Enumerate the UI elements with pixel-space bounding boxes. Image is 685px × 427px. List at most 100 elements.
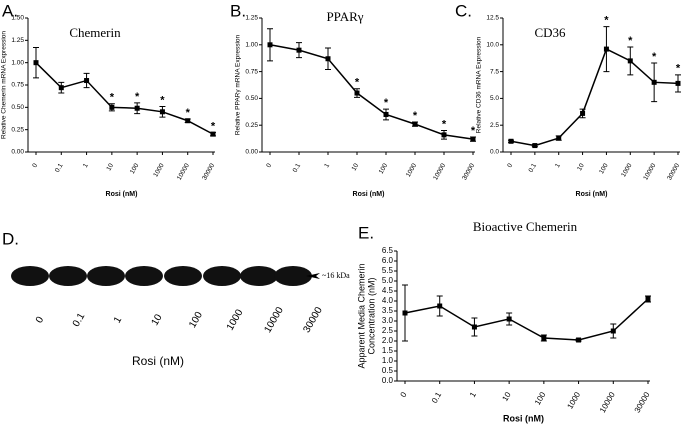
y-tick-label: 3.5	[382, 306, 394, 315]
y-tick-label: 0.50	[245, 95, 258, 102]
point	[470, 136, 476, 142]
significance: *	[186, 107, 191, 119]
point	[576, 337, 582, 343]
x-tick-label: 30000	[633, 390, 652, 414]
x-tick-label: 30000	[666, 162, 681, 181]
x-axis-label: Rosi (nM)	[576, 191, 608, 198]
y-tick-label: 6.0	[382, 256, 394, 265]
blot-band	[11, 266, 49, 286]
lane-label: 1000	[225, 307, 246, 332]
point	[508, 138, 514, 144]
series-line	[35, 62, 214, 135]
x-axis-label: Rosi (nM)	[503, 413, 544, 423]
y-tick-label: 0.75	[11, 82, 24, 89]
lane-label: 1	[112, 315, 125, 326]
series-line	[510, 48, 679, 147]
y-tick-label: 0.25	[245, 122, 258, 129]
x-tick-label: 1000	[565, 390, 582, 410]
significance: *	[676, 63, 681, 75]
y-tick-label: 0.0	[490, 149, 499, 156]
point	[33, 60, 39, 66]
point	[134, 105, 140, 111]
y-tick-label: 0.5	[382, 366, 394, 375]
panel-label: E.	[358, 223, 374, 242]
x-tick-label: 10	[351, 162, 361, 172]
point	[354, 90, 360, 96]
point	[471, 324, 477, 330]
chart-title: Bioactive Chemerin	[473, 219, 578, 234]
x-tick-label: 10000	[176, 162, 191, 181]
x-tick-label: 100	[378, 162, 390, 175]
y-tick-label: 1.5	[382, 346, 394, 355]
x-tick-label: 100	[598, 162, 610, 175]
point	[383, 111, 389, 117]
y-axis-label: Relative PPARγ mRNA Expression	[235, 34, 242, 135]
x-tick-label: 0	[265, 162, 273, 169]
point	[159, 109, 165, 115]
x-tick-label: 0.1	[430, 390, 444, 405]
x-tick-label: 1	[468, 390, 478, 399]
x-tick-label: 100	[533, 390, 548, 407]
x-axis-label: Rosi (nM)	[106, 191, 138, 198]
point	[580, 110, 586, 116]
y-tick-label: 4.5	[382, 286, 394, 295]
lane-label: 10000	[262, 305, 286, 335]
x-tick-label: 0	[399, 390, 409, 399]
point	[296, 47, 302, 53]
significance: *	[110, 92, 115, 104]
x-tick-label: 10000	[642, 162, 657, 181]
y-tick-label: 3.0	[382, 316, 394, 325]
significance: *	[135, 91, 140, 103]
significance: *	[628, 35, 633, 47]
arrow	[306, 273, 320, 279]
point	[441, 132, 447, 138]
y-tick-label: 1.00	[245, 42, 258, 49]
point	[325, 56, 331, 62]
x-tick-label: 1000	[152, 162, 165, 178]
point	[603, 46, 609, 52]
x-tick-label: 1	[323, 162, 331, 169]
x-tick-label: 10	[576, 162, 586, 172]
significance: *	[160, 94, 165, 106]
point	[506, 316, 512, 322]
blot-band	[164, 266, 202, 286]
significance: *	[604, 14, 609, 26]
y-axis-label: Relative Chemerin mRNA Expression	[1, 31, 8, 139]
panel-label: D.	[2, 229, 19, 248]
chart-title: CD36	[534, 25, 566, 40]
y-tick-label: 2.0	[382, 336, 394, 345]
point	[412, 121, 418, 127]
y-tick-label: 5.0	[490, 95, 499, 102]
x-axis-label: Rosi (nM)	[353, 191, 385, 198]
y-tick-label: 12.5	[486, 15, 499, 22]
y-tick-label: 2.5	[382, 326, 394, 335]
point	[267, 42, 273, 48]
chart-title: Chemerin	[69, 25, 121, 40]
panel-label: C.	[455, 1, 472, 20]
point	[651, 79, 657, 85]
x-tick-label: 100	[129, 162, 141, 175]
blot-xlabel: Rosi (nM)	[132, 354, 184, 368]
x-tick-label: 0	[506, 162, 514, 169]
y-tick-label: 2.5	[490, 122, 499, 129]
y-tick-label: 0.00	[11, 149, 24, 156]
x-tick-label: 1	[554, 162, 562, 169]
lane-label: 0.1	[71, 311, 88, 329]
y-tick-label: 4.0	[382, 296, 394, 305]
significance: *	[442, 118, 447, 130]
x-tick-label: 1000	[620, 162, 633, 178]
y-tick-label: 6.5	[382, 246, 394, 255]
x-tick-label: 0	[31, 162, 39, 169]
y-tick-label: 0.50	[11, 104, 24, 111]
y-axis-label: Relative CD36 mRNA Expression	[476, 36, 483, 133]
y-tick-label: 0.0	[382, 376, 394, 385]
blot-band	[240, 266, 278, 286]
x-tick-label: 1	[82, 162, 90, 169]
series-line	[404, 298, 649, 341]
x-tick-label: 10	[105, 162, 115, 172]
y-tick-label: 0.75	[245, 68, 258, 75]
y-axis-label: Apparent Media Chemerin	[356, 263, 366, 368]
y-tick-label: 5.5	[382, 266, 394, 275]
y-tick-label: 5.0	[382, 276, 394, 285]
